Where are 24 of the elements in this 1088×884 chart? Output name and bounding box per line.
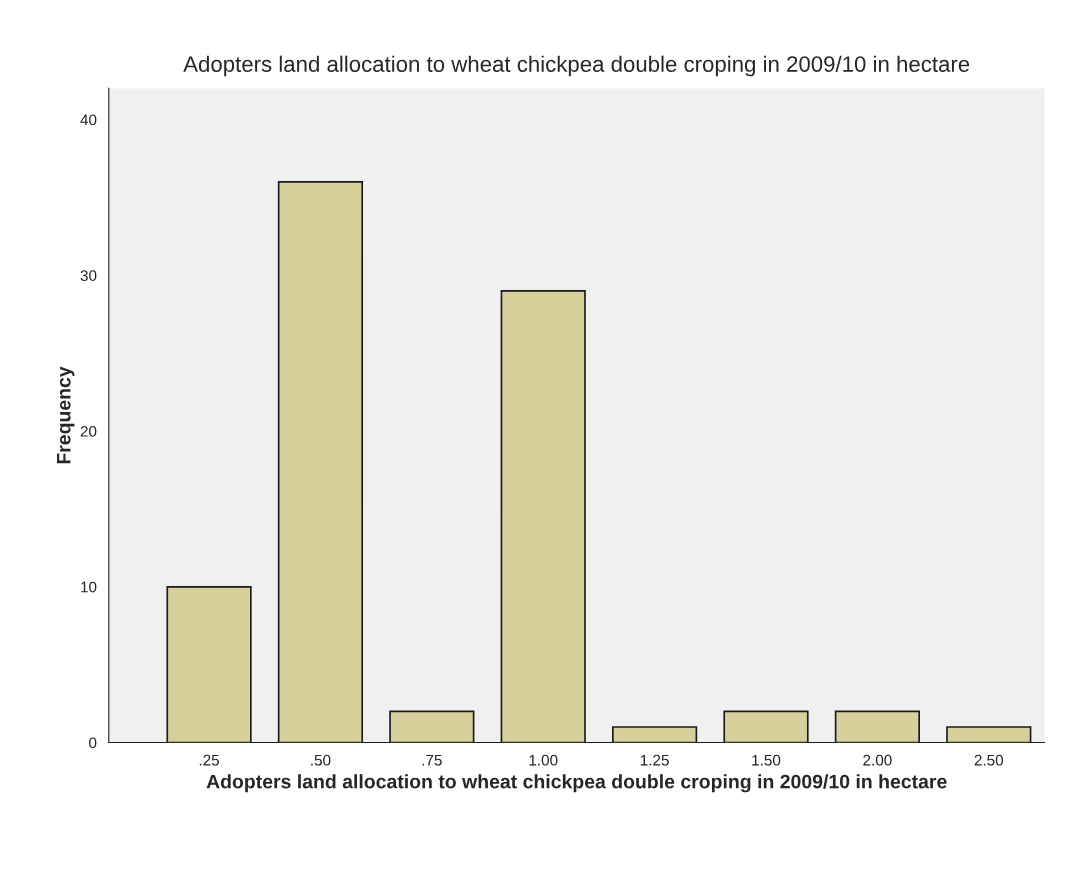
bar (612, 726, 698, 743)
x-tick-label: 2.00 (863, 754, 892, 766)
bar (946, 726, 1032, 743)
bar (500, 290, 586, 743)
bar (389, 710, 475, 743)
x-tick-label: 1.00 (529, 754, 558, 766)
x-tick-label: 1.25 (640, 754, 669, 766)
x-tick-label: .25 (199, 754, 220, 766)
x-axis-title: Adopters land allocation to wheat chickpea double croping in 2009/10 in hectare (206, 774, 947, 793)
x-tick-label: 2.50 (974, 754, 1004, 766)
bar (723, 710, 809, 743)
chart-title: Adopters land allocation to wheat chickpea double croping in 2009/10 in hectare (183, 55, 970, 77)
y-tick-label: 40 (80, 114, 97, 126)
y-tick-label: 10 (81, 581, 97, 593)
y-axis-title: Frequency (57, 366, 75, 464)
x-tick-label: .75 (422, 754, 442, 766)
bar (834, 710, 921, 743)
y-tick-label: 30 (80, 270, 97, 281)
bar (277, 181, 364, 743)
x-tick-label: 1.50 (752, 754, 781, 766)
y-tick-label: 20 (80, 425, 97, 437)
x-tick-label: .50 (311, 754, 331, 766)
bar (166, 585, 252, 743)
y-tick-label: 0 (89, 737, 97, 749)
